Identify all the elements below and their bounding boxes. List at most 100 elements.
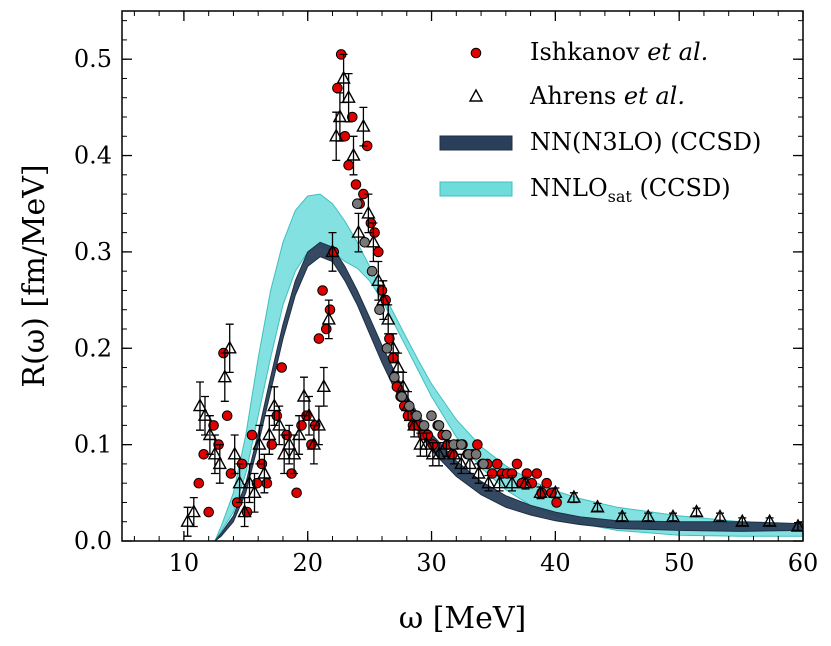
x-tick-label: 60 [788,549,819,577]
series-ahrens [180,53,803,537]
data-point [266,439,278,450]
data-point [351,224,366,238]
data-point [471,465,486,479]
data-point [232,475,247,489]
data-point [227,446,242,460]
data-point [180,513,195,527]
legend-label: Ishkanov et al. [530,38,708,66]
y-tick-label: 0.2 [74,334,112,362]
data-point [202,427,218,441]
data-point [272,417,287,431]
data-point [277,446,292,460]
data-point [217,369,232,383]
error-bar [364,193,373,234]
data-point [395,378,411,392]
error-bar [374,260,383,301]
data-point [374,304,385,316]
x-tick-label: 50 [664,549,695,577]
data-point [267,398,282,412]
error-bar [265,415,274,455]
data-point [373,246,384,258]
legend-entry: NNLOsat (CCSD) [439,174,731,206]
data-point [511,458,523,470]
data-point [533,484,548,498]
error-bar [275,405,284,446]
data-point [252,436,267,450]
data-point [186,504,201,518]
data-point [551,497,562,508]
data-point [242,475,257,489]
x-axis-label: ω [MeV] [399,601,527,636]
error-bar [255,424,264,465]
error-bar [300,376,308,417]
error-bar [359,106,368,147]
data-point [324,304,336,316]
error-bar [240,496,249,528]
data-point [332,82,343,94]
data-point [321,311,336,325]
data-point [396,391,408,402]
data-point [313,333,325,344]
legend: Ishkanov et al. Ahrens et al. NN(N3LO) (CC… [439,38,761,206]
data-point [441,429,452,441]
data-point [350,179,362,190]
error-bar [230,434,239,475]
data-point [282,436,297,450]
legend-symbol [470,47,482,59]
band-nnlosat [214,193,803,541]
error-bar [183,506,192,537]
error-bar [305,395,313,436]
data-point [366,265,378,277]
data-point [531,468,543,479]
data-point [286,446,302,460]
error-bar [201,395,209,436]
data-point [407,417,422,431]
legend-entry: Ishkanov et al. [470,38,708,66]
data-point [454,455,469,470]
data-point [381,343,393,354]
error-bar [290,434,299,475]
series-additional [352,198,489,470]
data-point [306,436,322,450]
error-bar [225,323,234,374]
data-point [325,243,340,258]
legend-entry: Ahrens et al. [468,82,685,110]
data-point [261,477,273,489]
x-tick-label: 10 [169,549,200,577]
data-point [197,407,213,421]
data-point [411,410,423,422]
data-point [712,508,728,523]
data-point [192,398,208,412]
data-point [641,508,656,523]
y-tick-label: 0.0 [74,527,112,555]
data-point [246,429,258,441]
data-point [790,518,803,532]
point-layer [180,49,803,537]
data-point [207,446,223,460]
data-point [276,362,288,373]
data-point [462,455,478,470]
legend-symbol [439,181,513,197]
data-point [492,475,507,489]
data-point [336,70,351,84]
y-tick-label: 0.3 [74,238,112,266]
data-point [665,508,681,523]
data-point [271,410,283,422]
legend-entry: NN(N3LO) (CCSD) [439,128,761,156]
data-point [247,484,262,498]
plot-frame [121,10,804,542]
data-point [481,475,496,489]
data-point [311,417,327,431]
error-bar [319,366,328,407]
data-point [566,489,582,503]
data-point [257,465,272,479]
data-point [208,420,219,431]
error-bar [235,463,244,504]
data-point [221,410,233,422]
data-point [431,446,447,460]
error-bar [250,472,259,513]
data-point [376,292,391,306]
error-bar [309,424,318,465]
data-point [352,198,363,209]
